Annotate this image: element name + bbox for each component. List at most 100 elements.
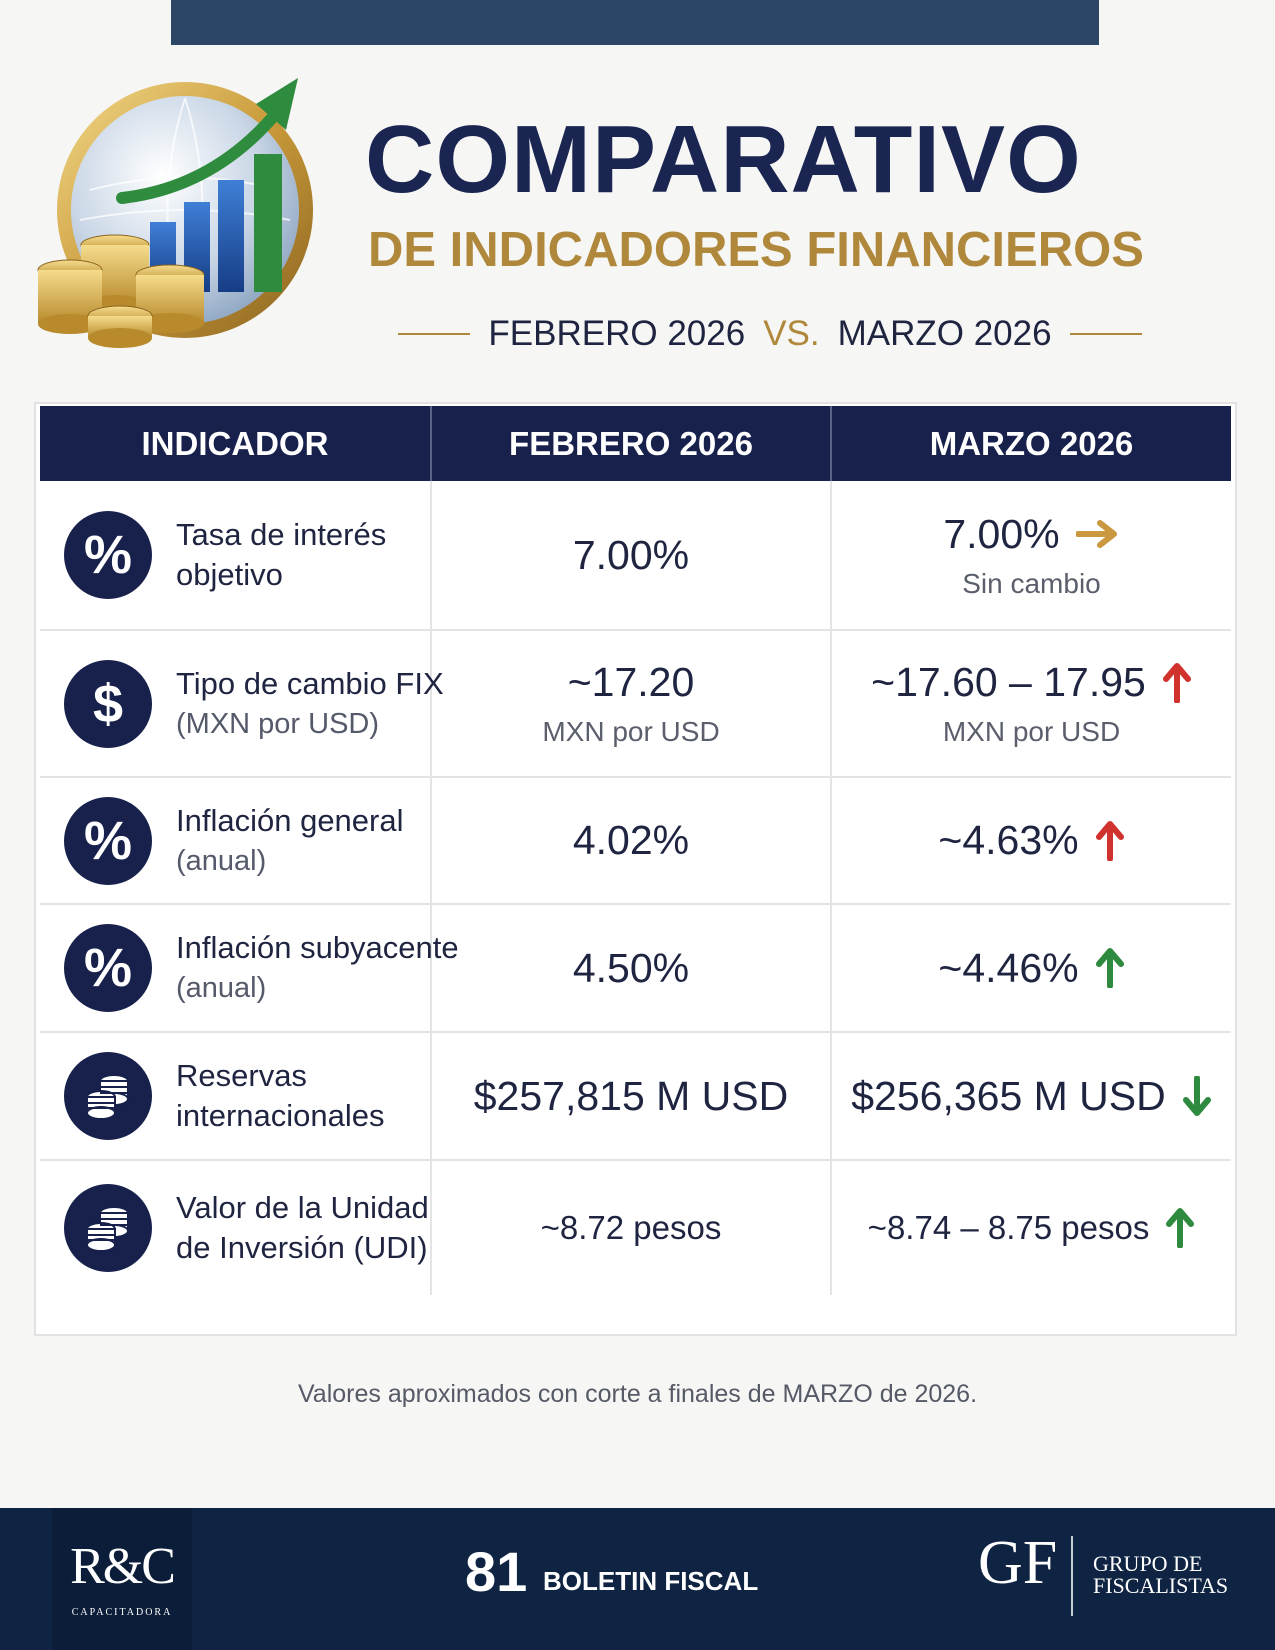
indicator-label: Valor de la Unidad de Inversión (UDI) — [176, 1188, 429, 1268]
indicator-cell: Reservas internacionales — [40, 1033, 432, 1159]
march-value: $256,365 M USD — [851, 1072, 1166, 1119]
trend-down-arrow-icon — [1182, 1076, 1212, 1116]
percent-icon: % — [64, 924, 152, 1012]
march-value-group: ~4.46% — [938, 945, 1124, 992]
percent-icon: % — [64, 796, 152, 885]
gf-name-line1: GRUPO DE — [1093, 1551, 1203, 1576]
march-note: MXN por USD — [942, 716, 1121, 747]
column-header-february: FEBRERO 2026 — [432, 406, 832, 481]
logo-divider — [1071, 1536, 1073, 1616]
march-cell: ~4.63% — [832, 778, 1231, 903]
march-value: ~4.63% — [938, 817, 1079, 863]
page-title: COMPARATIVO — [365, 106, 1082, 213]
indicator-detail: objetivo — [176, 557, 283, 592]
march-cell: ~17.60 – 17.95 MXN por USD — [832, 631, 1231, 776]
coins-growth-chart-illustration — [37, 78, 313, 348]
indicator-detail: de Inversión (UDI) — [176, 1230, 428, 1265]
march-value-group: 7.00% — [943, 511, 1119, 558]
indicator-label: Reservas internacionales — [176, 1056, 385, 1136]
table-row: Valor de la Unidad de Inversión (UDI) ~8.7… — [40, 1161, 1231, 1295]
gf-name-line2: FISCALISTAS — [1093, 1573, 1229, 1598]
vs-label: VS. — [763, 314, 820, 353]
trend-up-arrow-icon — [1162, 662, 1192, 703]
march-value-group: ~8.74 – 8.75 pesos — [868, 1208, 1196, 1248]
indicator-label: Tasa de interés objetivo — [176, 515, 386, 595]
indicator-cell: % Inflación general (anual) — [40, 778, 432, 903]
period-b: MARZO 2026 — [837, 314, 1052, 353]
page-subtitle: DE INDICADORES FINANCIEROS — [368, 223, 1144, 277]
period-comparison: FEBRERO 2026 VS. MARZO 2026 — [368, 310, 1172, 358]
february-cell: 4.02% — [432, 778, 832, 903]
percent-icon: % — [64, 511, 152, 599]
page-footer: R&C CAPACITADORA 81 BOLETIN FISCAL GF GR… — [0, 1508, 1275, 1650]
footnote: Valores aproximados con corte a finales … — [297, 1380, 978, 1408]
february-value: 4.50% — [572, 944, 690, 991]
march-value: ~8.74 – 8.75 pesos — [867, 1209, 1150, 1246]
left-divider — [398, 333, 471, 335]
february-value: $257,815 M USD — [473, 1072, 789, 1119]
rc-logo-subtitle: CAPACITADORA — [71, 1606, 173, 1618]
indicators-table-frame — [34, 402, 1237, 1336]
indicator-label: Tipo de cambio FIX (MXN por USD) — [176, 664, 444, 744]
indicator-name: Inflación subyacente — [176, 930, 459, 965]
table-row: % Tasa de interés objetivo 7.00% 7.00% Sin ca… — [40, 481, 1231, 631]
indicator-cell: Valor de la Unidad de Inversión (UDI) — [40, 1161, 432, 1295]
february-cell: ~8.72 pesos — [432, 1161, 832, 1295]
february-note: MXN por USD — [542, 716, 720, 747]
gf-logo-mark: GF — [978, 1529, 1058, 1597]
february-cell: 4.50% — [432, 905, 832, 1031]
table-row: % Inflación subyacente (anual) 4.50% ~4.46% — [40, 905, 1231, 1033]
march-value: 7.00% — [943, 510, 1060, 557]
table-row: $ Tipo de cambio FIX (MXN por USD) ~17.20 MX… — [40, 631, 1231, 778]
march-note: Sin cambio — [962, 567, 1101, 599]
march-value-group: ~17.60 – 17.95 — [871, 659, 1192, 706]
indicator-name: Tasa de interés — [176, 517, 387, 552]
indicator-name: Valor de la Unidad — [176, 1190, 429, 1225]
table-body: % Tasa de interés objetivo 7.00% 7.00% Sin ca… — [40, 481, 1231, 1295]
february-value: ~8.72 pesos — [540, 1209, 722, 1246]
february-value: ~17.20 — [567, 659, 695, 705]
top-banner-bar — [171, 0, 1099, 45]
rc-logo-mark: R&C — [70, 1537, 176, 1595]
coins-icon — [64, 1052, 152, 1140]
column-header-march: MARZO 2026 — [929, 424, 1134, 462]
dollar-icon: $ — [64, 659, 152, 748]
indicator-detail: (anual) — [176, 844, 267, 877]
march-value: ~4.46% — [938, 944, 1079, 991]
february-cell: 7.00% — [432, 481, 832, 629]
trend-up-arrow-icon — [1165, 1208, 1195, 1248]
indicator-name: Inflación general — [176, 802, 404, 838]
rc-capacitadora-logo: R&C CAPACITADORA — [52, 1508, 192, 1650]
march-cell: 7.00% Sin cambio — [832, 481, 1231, 629]
indicator-detail: (MXN por USD) — [176, 707, 380, 740]
march-value-group: ~4.63% — [938, 817, 1124, 864]
right-divider — [1069, 333, 1142, 335]
indicator-name: Tipo de cambio FIX — [176, 665, 444, 701]
indicator-detail: (anual) — [176, 972, 267, 1004]
march-value-group: $256,365 M USD — [851, 1073, 1212, 1120]
period-a: FEBRERO 2026 — [488, 314, 746, 353]
table-row: Reservas internacionales $257,815 M USD $25… — [40, 1033, 1231, 1161]
publication-label: BOLETIN FISCAL — [543, 1566, 759, 1596]
trend-right-arrow-icon — [1075, 519, 1120, 549]
indicator-cell: % Inflación subyacente (anual) — [40, 905, 459, 1031]
page-number: 81 — [465, 1540, 528, 1603]
march-cell: ~8.74 – 8.75 pesos — [832, 1161, 1231, 1295]
february-value: 7.00% — [572, 531, 690, 578]
indicator-cell: $ Tipo de cambio FIX (MXN por USD) — [40, 631, 444, 776]
indicator-cell: % Tasa de interés objetivo — [40, 481, 432, 629]
march-value: ~17.60 – 17.95 — [871, 659, 1146, 705]
table-row: % Inflación general (anual) 4.02% ~4.63% — [40, 778, 1231, 905]
indicator-label: Inflación subyacente (anual) — [176, 928, 459, 1008]
february-cell: ~17.20 MXN por USD — [432, 631, 832, 776]
indicator-name: Reservas — [176, 1058, 307, 1093]
trend-up-arrow-icon — [1095, 948, 1125, 988]
march-cell: $256,365 M USD — [832, 1033, 1231, 1159]
coins-icon — [64, 1184, 152, 1272]
grupo-de-fiscalistas-name: GRUPO DE FISCALISTAS — [1093, 1553, 1228, 1597]
trend-up-arrow-icon — [1095, 820, 1125, 861]
indicator-detail: internacionales — [176, 1098, 385, 1133]
february-cell: $257,815 M USD — [432, 1033, 832, 1159]
indicator-label: Inflación general (anual) — [176, 801, 404, 881]
table-header: INDICADOR FEBRERO 2026 MARZO 2026 — [40, 406, 1231, 481]
